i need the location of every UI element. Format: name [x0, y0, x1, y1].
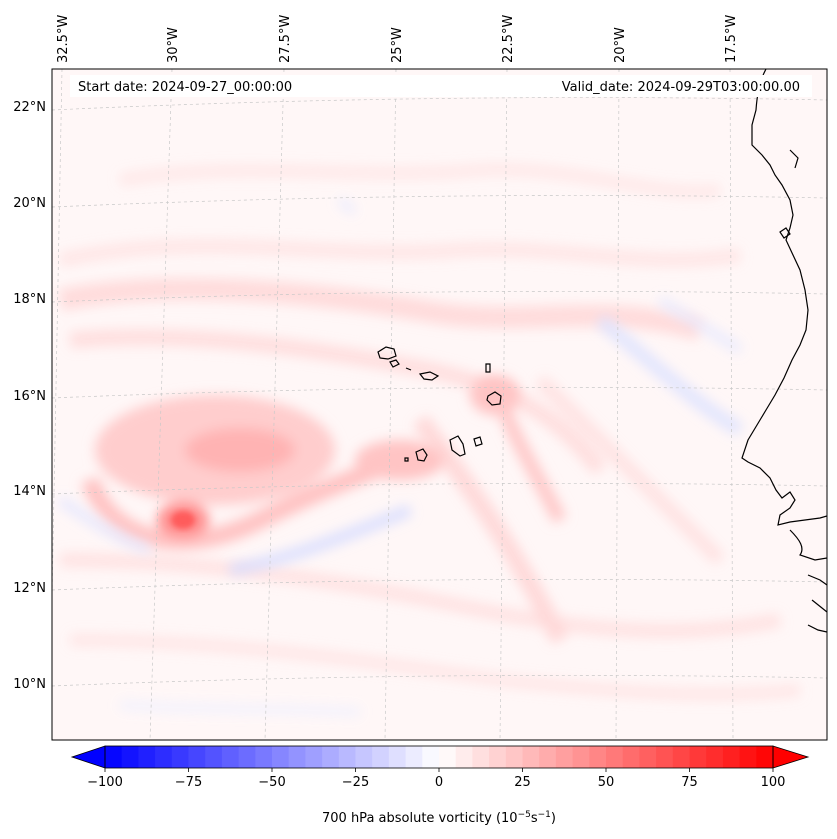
colorbar-cell [472, 746, 490, 768]
valid-date-text: Valid_date: 2024-09-29T03:00:00.00 [562, 80, 800, 95]
colorbar: −100 −75 −50 −25 0 25 50 75 100 700 hPa absolute… [70, 745, 810, 826]
colorbar-cell [422, 746, 440, 768]
lat-label-16n: 16°N [13, 389, 46, 404]
colorbar-cell [739, 746, 757, 768]
colorbar-cell [756, 746, 774, 768]
lon-label-25w: 25°W [390, 27, 405, 63]
colorbar-tick-label: −100 [87, 775, 123, 790]
colorbar-tick-label: 75 [681, 775, 698, 790]
colorbar-tick-label: −50 [258, 775, 285, 790]
colorbar-cell [355, 746, 373, 768]
colorbar-cell [255, 746, 273, 768]
colorbar-cell [672, 746, 690, 768]
colorbar-cell [589, 746, 607, 768]
colorbar-cell [155, 746, 173, 768]
colorbar-cell [338, 746, 356, 768]
colorbar-cell [388, 746, 407, 768]
colorbar-cell [405, 746, 423, 768]
colorbar-cell [722, 746, 741, 768]
colorbar-cell [622, 746, 640, 768]
lat-label-18n: 18°N [13, 292, 46, 307]
colorbar-cell [221, 746, 240, 768]
lat-label-22n: 22°N [13, 100, 46, 115]
colorbar-cell [706, 746, 724, 768]
colorbar-cell [606, 746, 624, 768]
colorbar-cell [522, 746, 540, 768]
colorbar-cell [455, 746, 473, 768]
colorbar-max-arrow [772, 745, 810, 769]
colorbar-cell [121, 746, 139, 768]
colorbar-cell [238, 746, 256, 768]
lat-label-14n: 14°N [13, 484, 46, 499]
lon-label-20w: 20°W [613, 27, 628, 63]
lon-label-32-5w: 32.5°W [56, 15, 71, 63]
colorbar-cell [689, 746, 707, 768]
colorbar-cell [505, 746, 523, 768]
map-frame [51, 68, 828, 741]
colorbar-cell [138, 746, 156, 768]
colorbar-cell [539, 746, 557, 768]
colorbar-cell [439, 746, 457, 768]
colorbar-tick-label: 0 [435, 775, 443, 790]
colorbar-cell [105, 746, 123, 768]
colorbar-cell [656, 746, 674, 768]
lon-label-22-5w: 22.5°W [501, 15, 516, 63]
west-african-coastline [741, 69, 827, 633]
colorbar-cell [572, 746, 590, 768]
colorbar-ticks: −100 −75 −50 −25 0 25 50 75 100 [87, 768, 785, 790]
colorbar-cells [105, 746, 774, 768]
colorbar-cell [171, 746, 189, 768]
colorbar-label: 700 hPa absolute vorticity (10−5s−1) [322, 810, 556, 826]
colorbar-cell [322, 746, 340, 768]
lat-label-20n: 20°N [13, 196, 46, 211]
gridlines [52, 69, 827, 740]
lon-label-27-5w: 27.5°W [278, 15, 293, 63]
colorbar-cell [272, 746, 290, 768]
colorbar-tick-label: −25 [342, 775, 369, 790]
colorbar-tick-label: 25 [514, 775, 531, 790]
lon-label-17-5w: 17.5°W [724, 15, 739, 63]
colorbar-cell [639, 746, 657, 768]
vorticity-field [57, 163, 801, 716]
start-date-text: Start date: 2024-09-27_00:00:00 [78, 80, 292, 95]
cape-verde-islands [377, 346, 502, 462]
colorbar-cell [372, 746, 390, 768]
colorbar-tick-label: 100 [761, 775, 786, 790]
colorbar-cell [188, 746, 206, 768]
lon-label-30w: 30°W [166, 27, 181, 63]
map-panel: Start date: 2024-09-27_00:00:00 Valid_da… [51, 68, 828, 741]
colorbar-tick-label: −75 [175, 775, 202, 790]
colorbar-cell [288, 746, 306, 768]
colorbar-tick-label: 50 [598, 775, 615, 790]
colorbar-cell [555, 746, 574, 768]
colorbar-cell [305, 746, 323, 768]
lat-label-10n: 10°N [13, 677, 46, 692]
header-box [70, 75, 812, 97]
colorbar-min-arrow [70, 745, 106, 769]
latitude-labels: 22°N 20°N 18°N 16°N 14°N 12°N 10°N [13, 100, 46, 692]
colorbar-cell [489, 746, 507, 768]
longitude-labels: 32.5°W 30°W 27.5°W 25°W 22.5°W 20°W 17.5… [56, 15, 739, 63]
lat-label-12n: 12°N [13, 581, 46, 596]
colorbar-cell [205, 746, 223, 768]
